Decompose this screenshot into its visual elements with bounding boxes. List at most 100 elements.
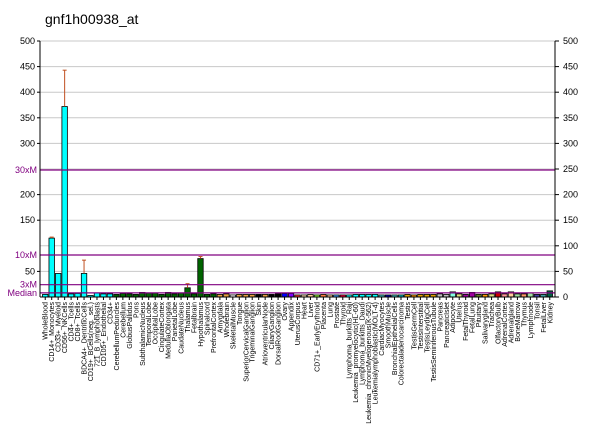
x-tick-label: Amygdala xyxy=(217,302,224,333)
x-tick-label: ParietalLobe xyxy=(172,302,179,341)
x-tick-label: CardiacMyocytes xyxy=(379,302,386,356)
x-tick-label: BoneMarrow xyxy=(515,301,522,342)
x-tick-label: Lymphnode xyxy=(528,302,535,338)
x-tick-labels: WholeBlood CD14+_Monocytes CD33+_Myeloid CD… xyxy=(43,301,555,424)
x-tick-label: Appendix xyxy=(289,302,296,332)
x-tick-label: FetalThyroid xyxy=(463,302,470,341)
x-tick-label: Pituitary xyxy=(476,302,483,328)
x-tick-label: PrefrontalCortex xyxy=(211,302,218,353)
right-tick-label: 150 xyxy=(563,215,578,225)
reference-label: Median xyxy=(7,288,37,298)
x-tick-label: SkeletalMuscle xyxy=(230,302,237,349)
x-tick-label: WholeBlood xyxy=(43,302,50,340)
x-tick-label: Hypothalamus xyxy=(198,302,205,347)
x-tick-label: CD105+_Endothelial xyxy=(101,302,108,367)
x-tick-label: Testis xyxy=(405,302,412,320)
x-tick-label: CD19+_BCells(neg._sel.) xyxy=(88,302,95,381)
x-tick-label: CD71+_EarlyErythroid xyxy=(314,302,321,372)
x-tick-label: Cerebellum xyxy=(120,302,127,338)
x-tick-label: Thyroid xyxy=(340,302,347,325)
x-tick-label: Salivarygland xyxy=(483,302,490,344)
x-tick-label: Tonsil xyxy=(534,302,541,320)
x-tick-label: CerebellumPeduncles xyxy=(114,302,121,371)
right-tick-label: 500 xyxy=(563,36,578,46)
bar xyxy=(287,293,295,298)
x-tick-label: Spinalcord xyxy=(204,302,211,335)
chart-title: gnf1h00938_at xyxy=(45,11,139,27)
bar xyxy=(145,292,152,298)
x-tick-label: CD33+_Myeloid xyxy=(56,302,63,352)
x-tick-label: CaudateNucleus xyxy=(179,302,186,354)
x-tick-label: Adrenalgland xyxy=(508,302,515,343)
x-tick-label: FetalLung xyxy=(470,302,477,333)
x-tick-label: Pons xyxy=(133,302,140,318)
x-tick-label: FetalLiver xyxy=(541,301,548,332)
reference-label: 10xM xyxy=(15,250,37,260)
x-tick-label: TestisSeminiferousTubule xyxy=(431,302,438,382)
left-tick-label: 50 xyxy=(25,266,35,276)
x-tick-label: Liver xyxy=(308,301,315,317)
x-tick-label: OlfactoryBulb xyxy=(496,302,503,344)
bar xyxy=(177,292,185,298)
x-tick-label: Trachea xyxy=(489,302,496,328)
right-tick-label: 50 xyxy=(563,266,573,276)
x-tick-label: BronchialEpithelialCells xyxy=(392,302,399,376)
x-tick-label: CD34+ xyxy=(107,302,114,324)
x-tick-label: CD4+_Tcells xyxy=(69,302,76,342)
x-tick-label: CingulateCortex xyxy=(159,302,166,353)
left-tick-label: 350 xyxy=(20,113,35,123)
x-tick-label: UterusCorpus xyxy=(295,302,302,346)
left-tick-label: 400 xyxy=(20,87,35,97)
x-tick-label: Lymphoma_burkitts_Daudi xyxy=(360,302,367,385)
x-tick-label: Fetalbrain xyxy=(192,302,199,333)
reference-label: 3xM xyxy=(20,280,37,290)
x-tick-label: Thymus xyxy=(521,302,528,327)
x-tick-label: TrigeminalGanglion xyxy=(250,302,257,363)
x-tick-label: SmoothMuscle xyxy=(386,302,393,348)
x-tick-label: Prostate xyxy=(334,302,341,328)
x-tick-label: AdrenalCortex xyxy=(502,302,509,347)
bar xyxy=(74,293,81,298)
right-tick-label: 450 xyxy=(563,62,578,72)
x-tick-label: TestisGermCell xyxy=(411,302,418,350)
reference-label: 30xM xyxy=(15,165,37,175)
bar xyxy=(197,258,204,298)
x-tick-label: CD14+_Monocytes xyxy=(49,302,56,362)
bar xyxy=(48,237,55,298)
x-tick-label: CD56+_NKCells xyxy=(62,302,69,354)
right-tick-label: 0 xyxy=(563,292,568,302)
x-tick-label: Tongue xyxy=(237,302,244,325)
x-tick-label: SuperiorCervicalGanglion xyxy=(243,302,250,382)
x-tick-label: DorsalRootGanglion xyxy=(276,302,283,365)
right-tick-label: 250 xyxy=(563,164,578,174)
left-tick-label: 200 xyxy=(20,190,35,200)
x-tick-label: Lung xyxy=(327,302,334,318)
x-tick-label: Leukemia_promyelocytic(HL-60) xyxy=(353,302,360,403)
left-tick-label: 150 xyxy=(20,215,35,225)
x-tick-label: PancreaticIslet xyxy=(444,302,451,348)
x-tick-label: TestisLeydigCell xyxy=(424,302,431,353)
x-tick-label: TemporalLobe xyxy=(146,302,153,346)
left-tick-label: 500 xyxy=(20,36,35,46)
x-tick-label: Adipocyte xyxy=(450,302,457,333)
x-tick-label: Skin xyxy=(256,302,263,316)
x-tick-label: CiliaryGanglion xyxy=(269,302,276,350)
x-tick-label: Ovary xyxy=(282,302,289,321)
bar xyxy=(93,292,101,298)
bars xyxy=(42,69,553,298)
right-tick-label: 400 xyxy=(563,87,578,97)
x-tick-label: Thalamus xyxy=(185,302,192,333)
x-tick-label: Leukemia_chronicMyelogenous(K-562) xyxy=(366,302,373,424)
x-tick-label: Heart xyxy=(301,302,308,319)
x-tick-label: 721_B_lymphoblasts xyxy=(94,302,101,367)
left-tick-label: 450 xyxy=(20,62,35,72)
x-tick-label: Wholebrain xyxy=(224,302,231,338)
axes: 5004504003503002502001501005005004504003… xyxy=(20,36,578,302)
bar xyxy=(281,293,288,298)
right-tick-label: 300 xyxy=(563,138,578,148)
x-tick-label: SubthalamicNucleus xyxy=(140,302,147,366)
x-tick-label: TestisInterstitial xyxy=(418,302,425,350)
x-tick-label: Kidney xyxy=(547,302,554,324)
